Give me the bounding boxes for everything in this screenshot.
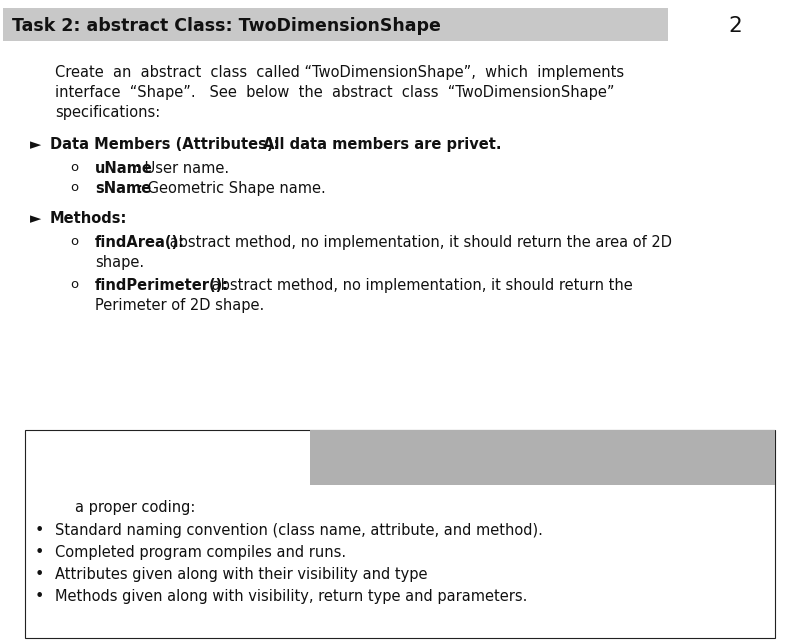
Text: o: o [70,181,78,194]
Text: Task 2: abstract Class: TwoDimensionShape: Task 2: abstract Class: TwoDimensionShap… [12,17,441,35]
Text: uName: uName [95,161,153,176]
Text: specifications:: specifications: [55,105,160,120]
Text: Methods:: Methods: [50,211,127,226]
Text: : Geometric Shape name.: : Geometric Shape name. [138,181,325,196]
Text: shape.: shape. [95,255,144,270]
Text: •: • [35,545,44,560]
Text: •: • [35,567,44,582]
Bar [310,430,775,485]
Bar [25,430,775,638]
Text: Create  an  abstract  class  called “TwoDimensionShape”,  which  implements: Create an abstract class called “TwoDime… [55,65,624,80]
Text: ►: ► [30,211,41,226]
Text: Standard naming convention (class name, attribute, and method).: Standard naming convention (class name, … [55,523,543,538]
Text: All data members are privet.: All data members are privet. [258,137,502,152]
Text: Data Members (Attributes):: Data Members (Attributes): [50,137,280,152]
Text: abstract method, no implementation, it should return the: abstract method, no implementation, it s… [207,278,633,293]
Text: •: • [35,523,44,538]
Text: o: o [70,278,78,291]
FancyBboxPatch shape [3,8,668,41]
Text: findArea():: findArea(): [95,235,185,250]
Text: Perimeter of 2D shape.: Perimeter of 2D shape. [95,298,264,313]
Text: : User name.: : User name. [135,161,229,176]
Text: •: • [35,589,44,604]
Text: Completed program compiles and runs.: Completed program compiles and runs. [55,545,346,560]
Text: abstract method, no implementation, it should return the area of 2D: abstract method, no implementation, it s… [165,235,672,250]
Text: interface  “Shape”.   See  below  the  abstract  class  “TwoDimensionShape”: interface “Shape”. See below the abstrac… [55,85,615,100]
Text: o: o [70,161,78,174]
Text: Methods given along with visibility, return type and parameters.: Methods given along with visibility, ret… [55,589,528,604]
Text: ►: ► [30,137,41,152]
Text: 2: 2 [728,15,742,35]
Text: a proper coding:: a proper coding: [75,500,195,515]
Text: sName: sName [95,181,151,196]
Text: Attributes given along with their visibility and type: Attributes given along with their visibi… [55,567,427,582]
Text: findPerimeter():: findPerimeter(): [95,278,229,293]
Text: o: o [70,235,78,248]
